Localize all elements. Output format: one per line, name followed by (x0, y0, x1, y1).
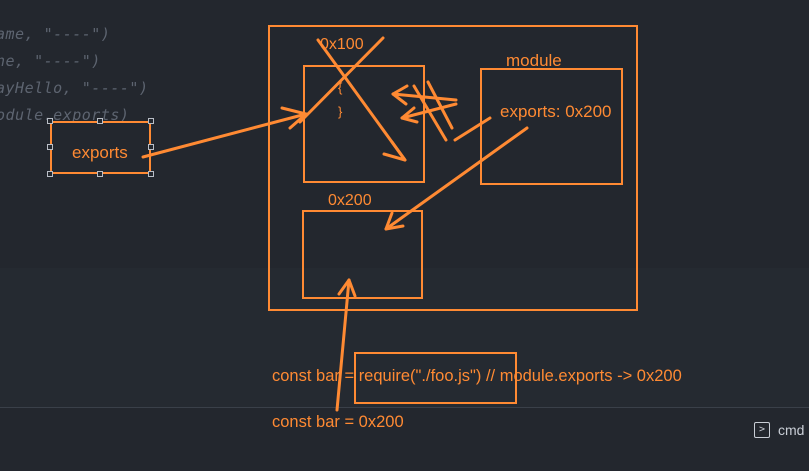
arrow-module-exports-to-0x200 (384, 116, 529, 231)
arrow-scribble-cross (412, 80, 454, 142)
require-statement-call: require("./foo.js") (358, 367, 482, 385)
resize-handle-bottom[interactable] (97, 171, 103, 177)
resize-handle-left[interactable] (47, 144, 53, 150)
panel-divider (0, 407, 809, 408)
arrow-scribble-left-1 (391, 84, 458, 106)
exports-variable-label: exports (72, 143, 128, 162)
resize-handle-top-right[interactable] (148, 118, 154, 124)
code-line-3: ayHello, "----") (0, 79, 149, 97)
resize-handle-top-left[interactable] (47, 118, 53, 124)
object-0x100-box (303, 65, 425, 183)
resize-handle-bottom-right[interactable] (148, 171, 154, 177)
code-line-4: odule.exports) (0, 106, 130, 124)
require-statement-prefix: const bar = (272, 367, 359, 385)
resize-handle-top[interactable] (97, 118, 103, 124)
require-statement: const bar = require("./foo.js") // modul… (272, 367, 682, 386)
require-call-box (354, 352, 517, 404)
require-statement-comment: // module.exports -> 0x200 (481, 367, 682, 385)
resize-handle-bottom-left[interactable] (47, 171, 53, 177)
address-0x200-label: 0x200 (328, 192, 372, 209)
bar-value-statement: const bar = 0x200 (272, 413, 404, 431)
arrow-bar-to-0x200 (335, 278, 357, 412)
memory-heap-box (268, 25, 638, 311)
brace-open: { (338, 80, 343, 95)
terminal-label: cmd (778, 422, 805, 438)
terminal-tab[interactable]: > cmd (754, 422, 804, 438)
module-object-box (480, 68, 623, 185)
editor-band (0, 268, 809, 408)
code-line-2: ne, "----") (0, 52, 101, 70)
arrow-stroke-b (316, 38, 407, 162)
arrow-stroke-a (298, 36, 385, 124)
module-title: module (506, 51, 562, 70)
object-0x200-box (302, 210, 423, 299)
brace-close: } (338, 104, 343, 119)
address-0x100-label: 0x100 (320, 36, 364, 53)
module-exports-label: exports: 0x200 (500, 102, 612, 121)
arrow-exports-to-0x100 (141, 106, 308, 159)
terminal-icon: > (754, 422, 770, 438)
code-line-1: ame, "----") (0, 25, 111, 43)
resize-handle-right[interactable] (148, 144, 154, 150)
